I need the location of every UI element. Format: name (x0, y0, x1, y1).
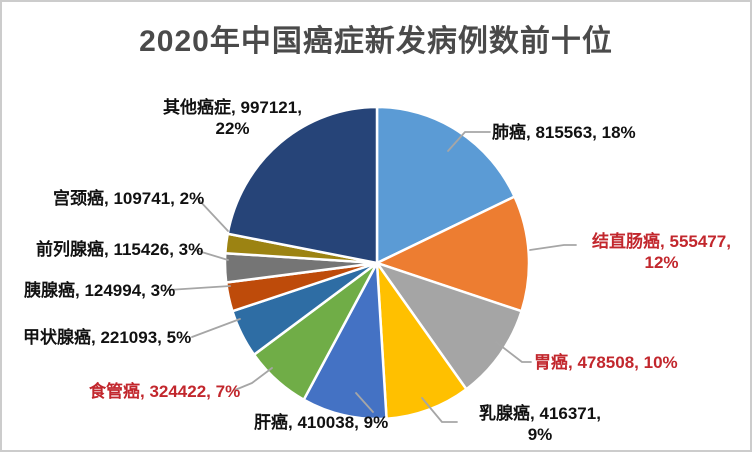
label-thyroid: 甲状腺癌, 221093, 5% (23, 328, 192, 347)
pie-slice-stomach (375, 261, 523, 391)
leader-line-stomach (495, 341, 532, 363)
leader-line-prostate (194, 249, 229, 261)
leader-line-liver (355, 392, 374, 413)
label-other: 其他癌症, 997121, 22% (163, 98, 302, 138)
label-prostate: 前列腺癌, 115426, 3% (36, 240, 204, 259)
pie-slice-other (226, 105, 379, 265)
label-stomach: 胃癌, 478508, 10% (534, 353, 678, 372)
leader-line-breast (421, 397, 458, 423)
leader-line-cervical (197, 198, 229, 232)
label-cervical: 宫颈癌, 109741, 2% (53, 189, 205, 208)
label-pancreatic: 胰腺癌, 124994, 3% (24, 281, 176, 300)
leader-line-esophageal (234, 367, 273, 391)
chart-title: 2020年中国癌症新发病例数前十位 (139, 25, 613, 58)
leader-lines (167, 131, 577, 423)
label-breast: 乳腺癌, 416371, 9% (479, 404, 601, 444)
label-esophageal: 食管癌, 324422, 7% (89, 382, 241, 401)
leader-line-thyroid (191, 318, 241, 338)
leader-line-lung (447, 131, 491, 152)
pie-slice-lung (375, 105, 516, 265)
label-colorectal: 结直肠癌, 555477, 12% (592, 232, 731, 272)
pie-slices (223, 105, 531, 421)
leader-line-pancreatic (167, 285, 231, 291)
leader-line-colorectal (529, 244, 577, 251)
pie-slice-colorectal (375, 195, 531, 313)
label-liver: 肝癌, 410038, 9% (254, 413, 389, 432)
label-lung: 肺癌, 815563, 18% (492, 123, 636, 142)
pie-slice-liver (302, 261, 388, 421)
pie-slice-breast (375, 261, 468, 420)
